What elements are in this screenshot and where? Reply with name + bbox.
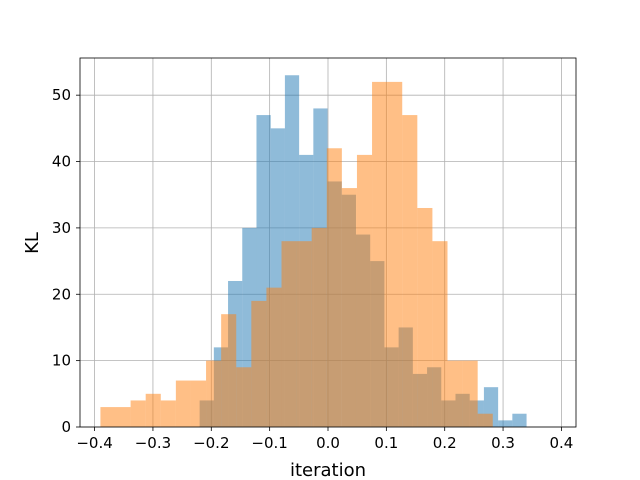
x-tick-label: 0.0 [316,434,340,452]
y-tick-label: 10 [52,352,71,370]
x-tick-label: −0.4 [76,434,112,452]
x-axis-ticks: −0.4 −0.3 −0.2 −0.1 0.0 0.1 0.2 0.3 0.4 [76,427,573,452]
histogram-bar-series-2 [221,314,237,427]
histogram-bar-series-2 [417,207,433,427]
histogram-bar-series-2 [145,393,161,427]
histogram-bar-series-2 [387,81,403,427]
histogram-bar-series-2 [372,81,388,427]
histogram-bar-series-2 [432,241,448,427]
histogram-bars [100,75,527,428]
y-tick-label: 50 [52,86,71,104]
y-tick-label: 20 [52,285,71,303]
y-tick-label: 40 [52,153,71,171]
x-tick-label: 0.1 [374,434,398,452]
histogram-bar-series-2 [236,367,252,427]
histogram-bar-series-2 [251,300,267,427]
x-axis-label: iteration [290,460,366,480]
histogram-bar-series-2 [115,407,131,427]
x-tick-label: −0.3 [135,434,171,452]
y-axis-ticks: 0 10 20 30 40 50 [52,86,80,436]
x-tick-label: 0.2 [433,434,457,452]
histogram-bar-series-2 [175,380,191,427]
histogram-bar-series-2 [341,188,357,427]
y-axis-label: KL [22,232,43,254]
histogram-bar-series-2 [296,241,312,427]
histogram-bar-series-2 [402,115,418,428]
y-tick-label: 30 [52,219,71,237]
histogram-bar-series-2 [190,380,207,427]
histogram-bar-series-1 [498,420,513,427]
x-tick-label: −0.1 [251,434,287,452]
histogram-bar-series-2 [326,148,342,428]
x-tick-label: −0.2 [193,434,229,452]
x-tick-label: 0.4 [549,434,573,452]
histogram-bar-series-2 [160,400,176,427]
histogram-bar-series-2 [100,407,116,427]
x-tick-label: 0.3 [491,434,515,452]
histogram-bar-series-2 [311,227,327,427]
histogram-bar-series-2 [447,360,463,427]
y-tick-label: 0 [61,418,71,436]
histogram-bar-series-2 [266,287,282,427]
histogram-bar-series-2 [356,154,373,427]
histogram-bar-series-2 [130,400,146,427]
histogram-bar-series-2 [462,360,478,427]
histogram-bar-series-1 [512,413,527,427]
histogram-bar-series-2 [281,241,297,427]
histogram-bar-series-2 [477,413,493,427]
histogram-bar-series-2 [206,360,222,427]
